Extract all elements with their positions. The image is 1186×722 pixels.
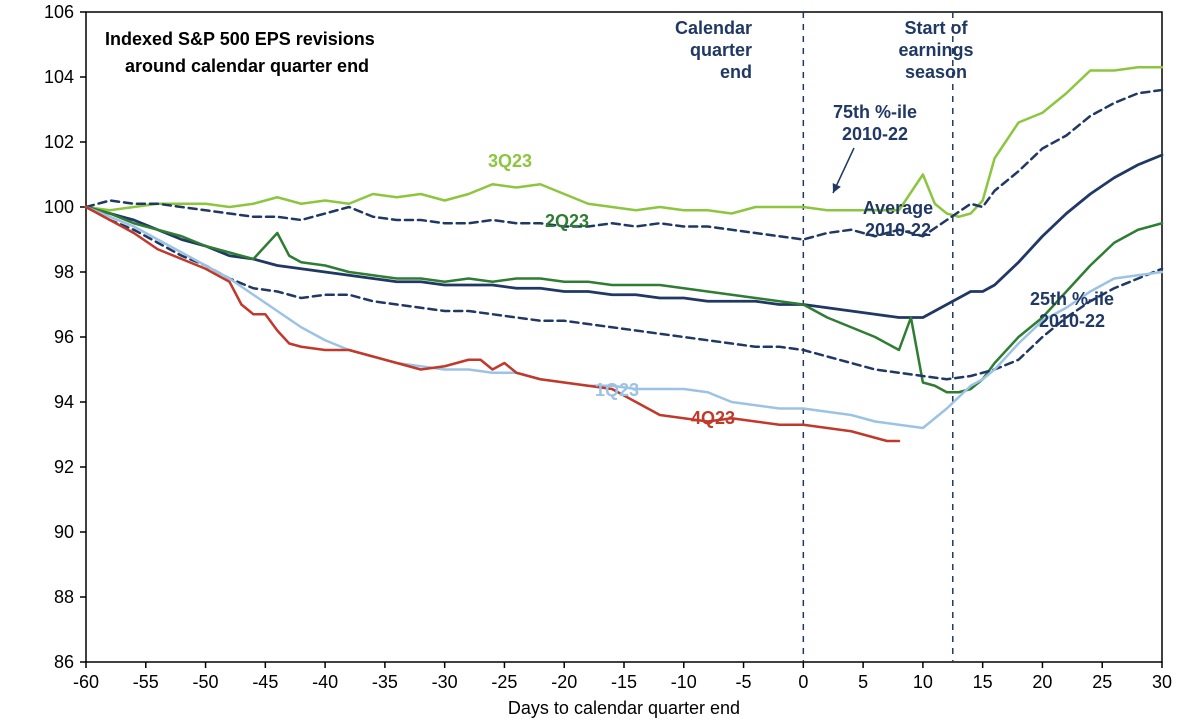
series-avg <box>86 155 1162 318</box>
series-q4_23 <box>86 207 899 441</box>
annotation-p25b: 2010-22 <box>1039 311 1105 331</box>
annotation-lbl2q23: 2Q23 <box>545 211 589 231</box>
x-tick-label: 15 <box>973 672 993 692</box>
y-tick-label: 102 <box>44 132 74 152</box>
annotation-soe3: season <box>905 62 967 82</box>
x-tick-label: 25 <box>1092 672 1112 692</box>
annotation-soe1: Start of <box>905 18 969 38</box>
annotation-avga: Average <box>863 198 933 218</box>
annotation-cqe1: Calendar <box>675 18 752 38</box>
x-tick-label: -30 <box>432 672 458 692</box>
annotation-title2: around calendar quarter end <box>125 56 369 76</box>
x-tick-label: 30 <box>1152 672 1172 692</box>
series-p25 <box>86 207 1162 379</box>
x-tick-label: -10 <box>671 672 697 692</box>
annotation-cqe2: quarter <box>690 40 752 60</box>
annotation-lbl1q23: 1Q23 <box>595 380 639 400</box>
chart-svg: 86889092949698100102104106-60-55-50-45-4… <box>0 0 1186 722</box>
y-tick-label: 96 <box>54 327 74 347</box>
plot-border <box>86 12 1162 662</box>
x-tick-label: -40 <box>312 672 338 692</box>
y-tick-label: 90 <box>54 522 74 542</box>
y-tick-label: 88 <box>54 587 74 607</box>
x-tick-label: -15 <box>611 672 637 692</box>
annotation-p75a: 75th %-ile <box>833 102 917 122</box>
x-tick-label: -20 <box>551 672 577 692</box>
series-q3_23 <box>86 67 1162 217</box>
x-tick-label: -5 <box>736 672 752 692</box>
series-p75 <box>86 90 1162 240</box>
y-tick-label: 94 <box>54 392 74 412</box>
x-tick-label: -60 <box>73 672 99 692</box>
annotation-soe2: earnings <box>898 40 973 60</box>
x-tick-label: 0 <box>798 672 808 692</box>
annotation-p75b: 2010-22 <box>842 124 908 144</box>
y-tick-label: 92 <box>54 457 74 477</box>
y-tick-label: 104 <box>44 67 74 87</box>
annotation-lbl3q23: 3Q23 <box>488 151 532 171</box>
annotation-title1: Indexed S&P 500 EPS revisions <box>105 29 375 49</box>
pointer-arrow <box>833 148 854 193</box>
x-tick-label: 20 <box>1032 672 1052 692</box>
x-tick-label: -55 <box>133 672 159 692</box>
y-tick-label: 86 <box>54 652 74 672</box>
annotation-p25a: 25th %-ile <box>1030 289 1114 309</box>
annotation-cqe3: end <box>720 62 752 82</box>
y-tick-label: 98 <box>54 262 74 282</box>
x-tick-label: -50 <box>193 672 219 692</box>
x-tick-label: -45 <box>252 672 278 692</box>
y-tick-label: 100 <box>44 197 74 217</box>
x-tick-label: -35 <box>372 672 398 692</box>
x-tick-label: 5 <box>858 672 868 692</box>
x-tick-label: -25 <box>491 672 517 692</box>
annotation-lbl4q23: 4Q23 <box>691 408 735 428</box>
y-tick-label: 106 <box>44 2 74 22</box>
x-tick-label: 10 <box>913 672 933 692</box>
eps-revisions-chart: 86889092949698100102104106-60-55-50-45-4… <box>0 0 1186 722</box>
x-axis-title: Days to calendar quarter end <box>508 698 740 718</box>
annotation-avgb: 2010-22 <box>865 220 931 240</box>
